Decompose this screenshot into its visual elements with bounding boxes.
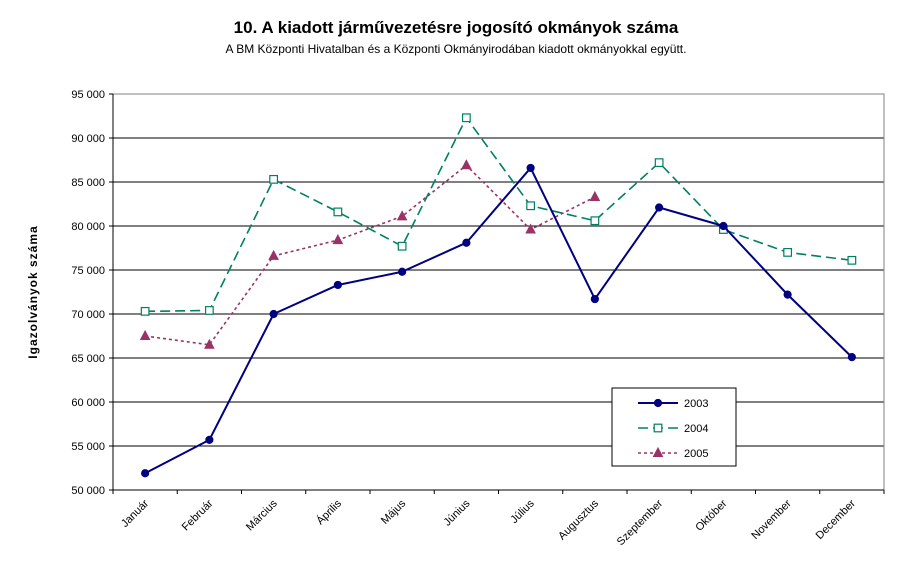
data-point-2003 bbox=[526, 163, 535, 173]
y-tick-label: 80 000 bbox=[71, 221, 105, 233]
legend-box bbox=[611, 387, 737, 467]
series-line-2003 bbox=[144, 166, 853, 475]
series-2003 bbox=[141, 163, 856, 478]
chart-title: 10. A kiadott járművezetésre jogosító ok… bbox=[233, 18, 679, 37]
data-point-2005 bbox=[268, 249, 279, 260]
x-tick-labels: Január Február Március Április Május Június Jú… bbox=[119, 497, 858, 548]
x-tick-label: Március bbox=[244, 497, 280, 533]
x-tick-label: Augusztus bbox=[556, 497, 601, 542]
data-point-2005 bbox=[589, 190, 601, 201]
y-axis-label: Igazolványok száma bbox=[26, 225, 40, 358]
y-tick-label: 50 000 bbox=[71, 485, 105, 497]
series bbox=[139, 113, 857, 478]
y-tick-label: 95 000 bbox=[71, 89, 105, 101]
y-tick-labels: 50 000 55 000 60 000 65 000 70 000 75 000 80 0… bbox=[71, 89, 105, 497]
y-tick-label: 85 000 bbox=[71, 177, 105, 189]
x-tick-label: Június bbox=[442, 497, 473, 528]
data-point-2004 bbox=[654, 158, 664, 168]
axes bbox=[109, 93, 885, 494]
legend: 2003 2004 2005 bbox=[611, 387, 737, 467]
y-tick-label: 65 000 bbox=[71, 353, 105, 365]
data-point-2003 bbox=[141, 469, 150, 478]
series-2005 bbox=[139, 159, 601, 349]
legend-label: 2005 bbox=[684, 448, 708, 460]
data-point-2005 bbox=[525, 223, 536, 234]
data-point-2004 bbox=[204, 306, 214, 315]
y-tick-label: 90 000 bbox=[71, 133, 105, 145]
x-tick-label: Május bbox=[379, 497, 409, 527]
data-point-2005 bbox=[204, 338, 215, 349]
x-tick-label: Február bbox=[180, 497, 216, 533]
x-tick-label: Április bbox=[314, 497, 345, 528]
legend-swatch-marker bbox=[652, 446, 664, 457]
x-tick-label: December bbox=[814, 497, 859, 542]
data-point-2003 bbox=[590, 294, 599, 304]
data-point-2003 bbox=[333, 280, 342, 290]
data-point-2004 bbox=[140, 306, 150, 316]
data-point-2004 bbox=[783, 248, 793, 257]
series-line-2005 bbox=[145, 164, 596, 346]
legend-label: 2003 bbox=[684, 398, 708, 410]
series-line-2004 bbox=[145, 116, 852, 313]
data-point-2003 bbox=[398, 267, 407, 276]
y-tick-label: 75 000 bbox=[71, 265, 105, 277]
chart-subtitle: A BM Központi Hivatalban és a Központi O… bbox=[225, 42, 687, 56]
data-point-2003 bbox=[719, 221, 728, 231]
data-point-2004 bbox=[461, 113, 471, 123]
x-tick-label: Október bbox=[693, 497, 729, 533]
data-point-2003 bbox=[462, 238, 471, 247]
data-point-2004 bbox=[526, 201, 536, 211]
legend-label: 2004 bbox=[684, 423, 708, 435]
y-tick-label: 55 000 bbox=[71, 441, 105, 453]
data-point-2003 bbox=[783, 290, 792, 299]
legend-swatch-marker bbox=[653, 398, 663, 408]
plot-area bbox=[112, 93, 885, 491]
y-tick-label: 70 000 bbox=[71, 309, 105, 321]
data-point-2003 bbox=[847, 353, 856, 362]
data-point-2004 bbox=[397, 241, 407, 251]
x-tick-label: Szeptember bbox=[615, 497, 666, 548]
x-tick-label: November bbox=[749, 497, 794, 542]
data-point-2004 bbox=[847, 255, 857, 265]
data-point-2004 bbox=[269, 174, 279, 184]
data-point-2005 bbox=[332, 234, 344, 245]
y-tick-label: 60 000 bbox=[71, 397, 105, 409]
legend-swatch-marker bbox=[653, 423, 663, 433]
data-point-2005 bbox=[139, 329, 151, 340]
data-point-2003 bbox=[269, 309, 278, 319]
data-point-2004 bbox=[333, 207, 343, 217]
data-point-2003 bbox=[655, 203, 664, 212]
data-point-2005 bbox=[461, 159, 472, 170]
data-point-2005 bbox=[396, 210, 408, 221]
series-2004 bbox=[140, 113, 857, 316]
data-point-2003 bbox=[205, 435, 214, 444]
x-tick-label: Július bbox=[508, 497, 537, 526]
x-tick-label: Január bbox=[119, 497, 152, 530]
data-point-2004 bbox=[590, 216, 600, 226]
gridlines bbox=[113, 93, 884, 491]
